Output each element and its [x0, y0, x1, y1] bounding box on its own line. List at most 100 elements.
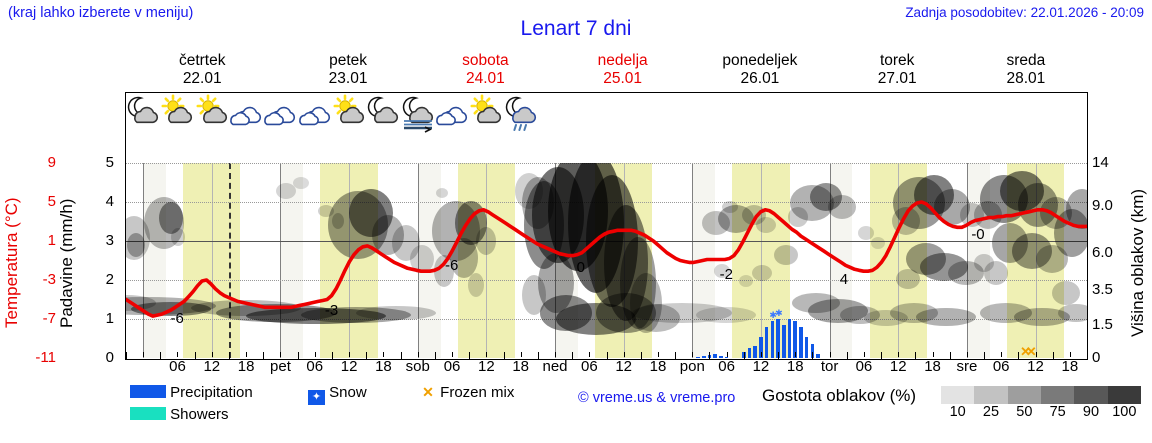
- x-axis-label: 12: [478, 358, 495, 375]
- temperature-curve: [126, 200, 1087, 318]
- day-separator-3: [417, 163, 419, 358]
- temperature-axis-tick: 5: [47, 193, 56, 210]
- cloud-blob: [1012, 233, 1052, 269]
- x-tick: [949, 352, 951, 359]
- x-axis-label: 12: [203, 358, 221, 375]
- day-name: petek: [329, 52, 368, 69]
- weather-icon-sun-cloud: [195, 93, 229, 136]
- cloud-blob: [742, 205, 766, 225]
- cloud-blob: [992, 223, 1028, 263]
- x-axis-label: 06: [306, 358, 324, 375]
- x-axis-label: 12: [615, 358, 632, 375]
- x-axis-label: 18: [1061, 358, 1079, 375]
- x-tick: [881, 352, 883, 359]
- precip-axis-tick: 2: [105, 271, 114, 288]
- cloud-blob: [276, 183, 296, 199]
- x-tick: [640, 352, 642, 359]
- x-tick: [1069, 352, 1071, 357]
- snow-icon: ✦: [308, 390, 325, 405]
- day-name: ponedeljek: [722, 52, 798, 69]
- cloud-blob: [980, 303, 1032, 323]
- precipitation-bar: [759, 336, 763, 358]
- legend-precipitation: Precipitation: [130, 384, 253, 401]
- day-name: torek: [879, 52, 915, 69]
- copyright-text[interactable]: © vreme.us & vreme.pro: [578, 390, 736, 406]
- cloud-density-ramp: [941, 386, 1141, 404]
- temperature-value-label: 4: [839, 271, 849, 289]
- cloud-blob: [696, 307, 756, 323]
- cloud-blob: [630, 273, 662, 333]
- cloud-blob: [126, 216, 150, 260]
- cloud-blob: [432, 201, 480, 261]
- cloud-blob: [332, 213, 344, 229]
- x-tick: [966, 352, 968, 357]
- day-header-7: sreda 28.01: [966, 52, 1086, 90]
- x-axis-label: 18: [786, 358, 804, 375]
- cloud-blob: [476, 227, 496, 255]
- temperature-axis-tick: -11: [35, 349, 56, 366]
- day-separator-5: [692, 163, 694, 358]
- x-tick: [297, 352, 299, 359]
- x-tick: [692, 352, 694, 357]
- cloud-blob: [126, 297, 216, 315]
- precipitation-bar: [696, 356, 700, 358]
- temperature-value-label: -3: [324, 301, 339, 319]
- x-axis-label: tor: [820, 358, 839, 375]
- cloud-axis-title: Višina oblakov (km): [1128, 188, 1147, 338]
- day-separator-7: [966, 163, 968, 358]
- cloud-blob: [1036, 245, 1068, 273]
- x-tick: [915, 352, 917, 359]
- temperature-line: [126, 200, 1087, 318]
- cloud-blob: [788, 207, 808, 227]
- snow-marker: ✱: [775, 308, 783, 318]
- weather-icon-cloudy: [435, 93, 469, 136]
- cloud-density-layer: [126, 163, 1087, 335]
- cloud-blob: [974, 254, 994, 272]
- weather-icon-cloudy: [298, 93, 332, 136]
- cloud-ramp-step-0: [941, 386, 975, 404]
- x-tick: [812, 352, 814, 359]
- cloud-ramp-step-4: [1074, 386, 1108, 404]
- x-tick: [177, 352, 179, 357]
- day-date: 23.01: [328, 70, 368, 87]
- precipitation-bar: [782, 324, 786, 358]
- x-axis-label: 12: [340, 358, 358, 375]
- weather-icon-cloudy: [263, 93, 297, 136]
- snow-marker: ✱: [769, 309, 777, 320]
- day-header-3: sobota 24.01: [417, 52, 554, 90]
- weather-icon-moon-fog: [401, 93, 435, 136]
- cloud-blob: [372, 215, 404, 255]
- cloud-ramp-step-5: [1107, 386, 1141, 404]
- x-axis-labels: 06 12 18 pet 06 12 18 sob 06 12 18 ned 06 12 18 pon 06 12…: [126, 358, 1087, 378]
- cloud-blob: [934, 189, 970, 225]
- x-tick: [263, 352, 265, 359]
- cloud-blob: [808, 299, 868, 323]
- day-header-6: torek 27.01: [829, 52, 966, 90]
- cloud-blob: [538, 253, 574, 313]
- cloud-blob: [144, 197, 184, 249]
- last-update-note: Zadnja posodobitev: 22.01.2026 - 20:09: [905, 5, 1144, 20]
- x-tick: [520, 352, 522, 357]
- cloud-ramp-label: 100: [1112, 404, 1137, 420]
- x-tick: [160, 352, 162, 359]
- x-axis-label: 06: [580, 358, 598, 375]
- location-menu-note[interactable]: (kraj lahko izberete v meniju): [8, 5, 194, 21]
- x-axis-label: 06: [443, 358, 461, 375]
- cloud-blob: [410, 245, 434, 273]
- temperature-value-label: 0: [576, 258, 585, 276]
- x-tick: [331, 352, 333, 359]
- precipitation-bar: [764, 326, 769, 358]
- cloud-blob: [468, 273, 484, 297]
- x-tick: [984, 352, 986, 359]
- cloud-blob: [871, 237, 885, 249]
- x-tick: [829, 352, 831, 357]
- x-tick: [417, 352, 419, 357]
- x-tick: [623, 352, 625, 357]
- weather-icon-sun-cloud: [160, 93, 194, 136]
- page-title: Lenart 7 dni: [520, 17, 632, 40]
- x-tick: [194, 352, 196, 359]
- x-axis-label: 06: [855, 358, 873, 375]
- x-axis-label: sob: [405, 358, 430, 375]
- x-axis-label: 06: [169, 358, 186, 375]
- legend: Precipitation ✦ Snow ✕ Frozen mix Shower…: [130, 384, 690, 432]
